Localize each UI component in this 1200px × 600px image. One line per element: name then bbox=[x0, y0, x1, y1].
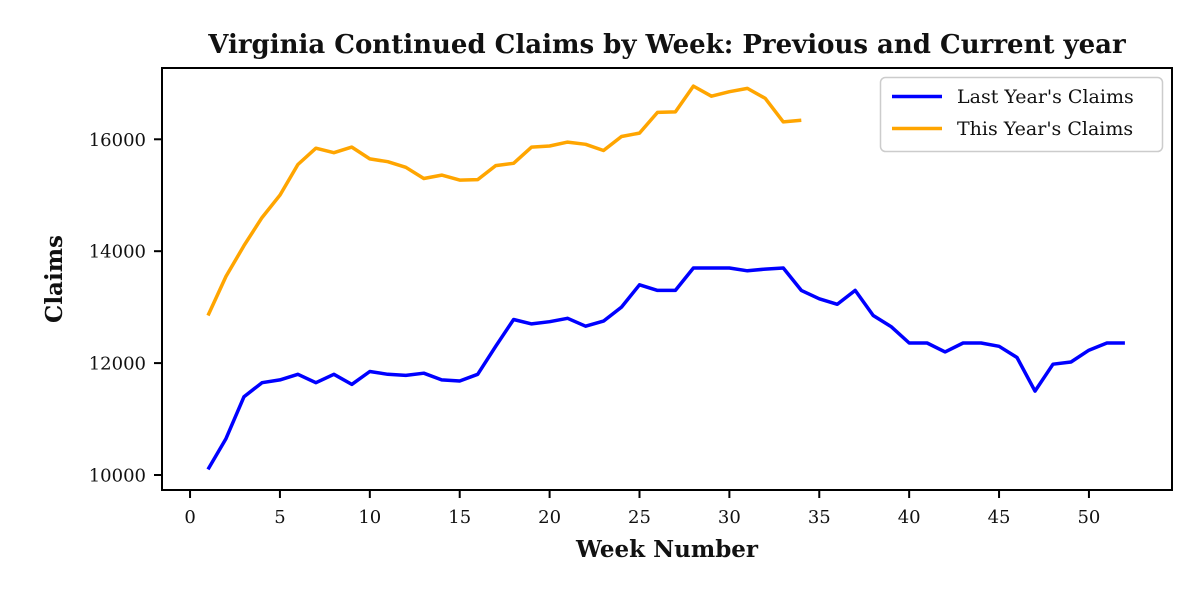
x-tick-label: 20 bbox=[538, 507, 561, 528]
x-tick-label: 40 bbox=[898, 507, 921, 528]
series-last-year-line bbox=[206, 266, 1125, 471]
x-tick-label: 15 bbox=[448, 507, 471, 528]
chart-title: Virginia Continued Claims by Week: Previ… bbox=[207, 30, 1126, 60]
y-tick-label: 16000 bbox=[89, 130, 146, 151]
series-lines bbox=[206, 84, 1125, 471]
y-tick-label: 12000 bbox=[89, 354, 146, 375]
legend-label-this-year: This Year's Claims bbox=[957, 118, 1133, 140]
y-tick-label: 14000 bbox=[89, 242, 146, 263]
plot-border bbox=[161, 67, 1173, 491]
legend: Last Year's Claims This Year's Claims bbox=[879, 76, 1164, 153]
y-axis-ticks: 10000 12000 14000 16000 bbox=[89, 130, 162, 487]
x-axis-label: Week Number bbox=[575, 536, 759, 563]
y-axis-label: Claims bbox=[41, 235, 68, 323]
x-tick-label: 10 bbox=[358, 507, 381, 528]
x-tick-label: 35 bbox=[808, 507, 831, 528]
x-axis-ticks: 0 5 10 15 20 25 30 35 40 45 50 bbox=[184, 490, 1100, 528]
x-tick-label: 50 bbox=[1077, 507, 1100, 528]
x-tick-label: 0 bbox=[184, 507, 195, 528]
x-tick-label: 30 bbox=[718, 507, 741, 528]
x-tick-label: 25 bbox=[628, 507, 651, 528]
y-tick-label: 10000 bbox=[89, 466, 146, 487]
legend-box bbox=[879, 76, 1164, 153]
legend-label-last-year: Last Year's Claims bbox=[957, 86, 1134, 108]
x-tick-label: 5 bbox=[274, 507, 285, 528]
series-this-year-line bbox=[206, 84, 802, 317]
x-tick-label: 45 bbox=[988, 507, 1011, 528]
